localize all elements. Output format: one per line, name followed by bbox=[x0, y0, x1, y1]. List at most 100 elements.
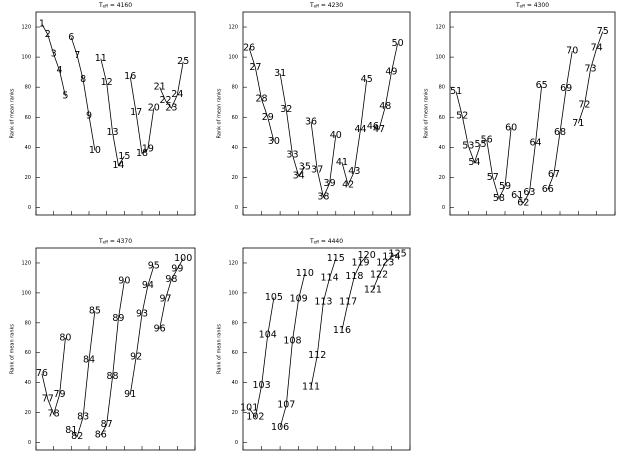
series-line bbox=[577, 31, 604, 124]
y-tick-label: 120 bbox=[228, 25, 238, 31]
point-label: 85 bbox=[89, 305, 101, 316]
point-label: 24 bbox=[171, 89, 183, 100]
point-label: 19 bbox=[142, 143, 154, 154]
point-label: 56 bbox=[481, 134, 493, 145]
y-tick-label: 40 bbox=[439, 145, 445, 151]
title-symbol: T bbox=[309, 2, 314, 9]
point-label: 29 bbox=[262, 112, 274, 123]
point-label: 83 bbox=[77, 412, 89, 423]
point-label: 65 bbox=[536, 80, 548, 91]
point-label: 86 bbox=[95, 430, 107, 441]
panel-title: Teff = 4440 bbox=[309, 238, 343, 245]
point-label: 61 bbox=[511, 190, 523, 201]
y-tick-label: 120 bbox=[435, 25, 445, 31]
plot-frame bbox=[35, 247, 196, 451]
series-line bbox=[341, 255, 368, 331]
y-tick-label: 40 bbox=[232, 145, 238, 151]
point-label: 22 bbox=[160, 95, 172, 106]
series-line bbox=[41, 337, 66, 416]
point-label: 91 bbox=[124, 389, 136, 400]
series-line bbox=[516, 85, 543, 204]
title-symbol: T bbox=[309, 238, 314, 245]
title-text: = 4230 bbox=[321, 2, 343, 9]
y-tick-label: 60 bbox=[232, 115, 238, 121]
point-label: 51 bbox=[450, 86, 462, 97]
point-label: 90 bbox=[118, 275, 130, 286]
point-label: 31 bbox=[274, 68, 286, 79]
point-label: 89 bbox=[112, 313, 124, 324]
panel-title: Teff = 4370 bbox=[98, 238, 132, 245]
y-tick-label: 80 bbox=[232, 320, 238, 326]
point-label: 99 bbox=[171, 263, 183, 274]
point-label: 121 bbox=[364, 284, 382, 295]
y-tick-label: 100 bbox=[228, 290, 238, 296]
panel: Teff = 4160 Rank of mean ranks 0 20 40 60 80 100… bbox=[10, 2, 196, 216]
point-label: 36 bbox=[305, 116, 317, 127]
point-label: 96 bbox=[154, 323, 166, 334]
point-label: 42 bbox=[342, 179, 354, 190]
y-axis-label: Rank of mean ranks bbox=[10, 88, 16, 138]
y-tick-label: 0 bbox=[28, 205, 31, 211]
panel: Teff = 4440 Rank of mean ranks 0 20 40 60 80 100… bbox=[217, 238, 411, 451]
point-label: 21 bbox=[154, 82, 166, 93]
point-label: 26 bbox=[243, 43, 255, 54]
y-tick-label: 100 bbox=[435, 55, 445, 61]
point-label: 8 bbox=[80, 74, 86, 85]
point-label: 4 bbox=[57, 65, 63, 76]
series-line bbox=[100, 280, 125, 436]
point-label: 49 bbox=[385, 67, 397, 78]
title-text: = 4440 bbox=[321, 238, 343, 245]
point-label: 32 bbox=[280, 104, 292, 115]
point-label: 79 bbox=[54, 389, 66, 400]
y-axis-label: Rank of mean ranks bbox=[424, 88, 430, 138]
point-label: 71 bbox=[572, 118, 584, 129]
point-label: 44 bbox=[354, 124, 366, 135]
title-subscript: eff bbox=[314, 4, 319, 9]
point-label: 7 bbox=[74, 50, 80, 61]
series-line bbox=[279, 73, 306, 177]
point-label: 93 bbox=[136, 308, 148, 319]
point-label: 125 bbox=[389, 248, 407, 259]
point-label: 102 bbox=[246, 412, 264, 423]
point-label: 123 bbox=[376, 257, 394, 268]
title-text: = 4370 bbox=[110, 238, 132, 245]
series-line bbox=[547, 51, 573, 190]
point-label: 40 bbox=[330, 130, 342, 141]
point-label: 12 bbox=[101, 77, 113, 88]
point-label: 108 bbox=[283, 335, 301, 346]
point-label: 118 bbox=[345, 271, 363, 282]
point-label: 110 bbox=[296, 268, 314, 279]
point-label: 1 bbox=[39, 19, 45, 30]
point-label: 59 bbox=[499, 181, 511, 192]
point-label: 11 bbox=[95, 53, 107, 64]
y-tick-label: 20 bbox=[232, 410, 238, 416]
point-label: 55 bbox=[475, 139, 487, 150]
series-line bbox=[310, 121, 337, 199]
point-label: 104 bbox=[259, 329, 277, 340]
series-line bbox=[70, 37, 96, 151]
plot-frame bbox=[242, 11, 411, 216]
panel: Teff = 4230 Rank of mean ranks 0 20 40 60 80 100… bbox=[217, 2, 411, 216]
point-label: 82 bbox=[71, 431, 83, 442]
y-tick-label: 60 bbox=[25, 350, 31, 356]
point-label: 27 bbox=[249, 62, 261, 73]
point-label: 92 bbox=[130, 352, 142, 363]
y-tick-label: 0 bbox=[235, 440, 238, 446]
point-label: 54 bbox=[468, 157, 480, 168]
series-line bbox=[248, 297, 275, 419]
point-label: 98 bbox=[165, 274, 177, 285]
y-tick-label: 20 bbox=[25, 410, 31, 416]
point-label: 45 bbox=[361, 74, 373, 85]
point-label: 80 bbox=[59, 332, 71, 343]
y-tick-label: 0 bbox=[442, 205, 445, 211]
y-axis-label: Rank of mean ranks bbox=[10, 324, 16, 374]
point-label: 34 bbox=[293, 170, 305, 181]
point-label: 101 bbox=[240, 403, 258, 414]
point-label: 100 bbox=[174, 253, 192, 264]
point-label: 20 bbox=[148, 103, 160, 114]
point-label: 53 bbox=[462, 140, 474, 151]
point-label: 47 bbox=[373, 124, 385, 135]
panel: Teff = 4370 Rank of mean ranks 0 20 40 60 80 100… bbox=[10, 238, 196, 451]
point-label: 119 bbox=[351, 257, 369, 268]
series-line bbox=[279, 273, 306, 428]
